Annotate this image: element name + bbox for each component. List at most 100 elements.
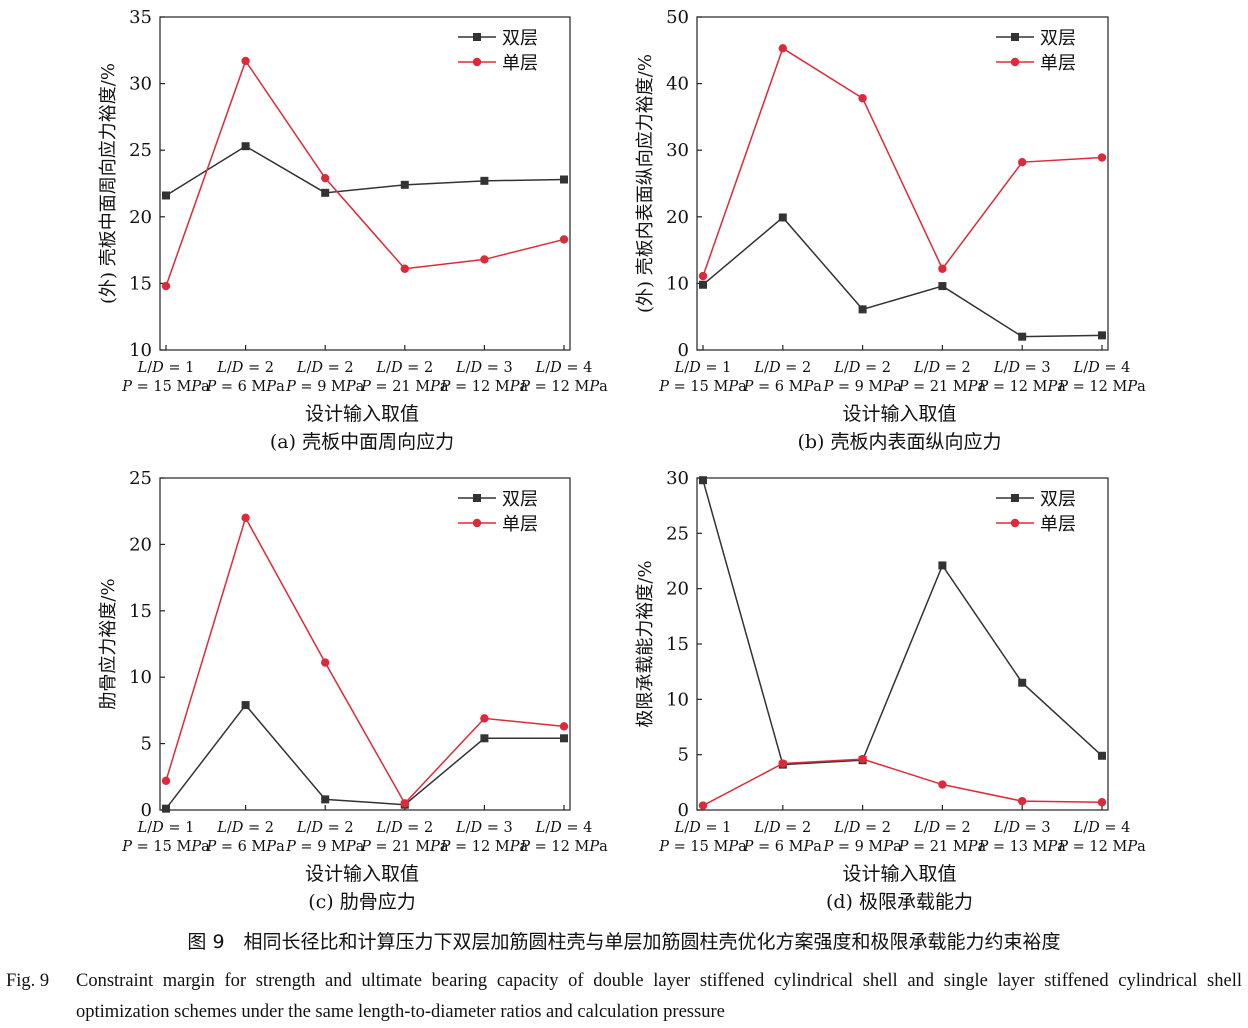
legend-label-2: 单层	[1040, 514, 1076, 535]
y-tick-label: 10	[129, 667, 152, 688]
data-point-double	[1098, 751, 1106, 760]
plot-frame	[159, 477, 571, 811]
series-line-2	[702, 47, 1103, 277]
x-tick-label-ld: L/D = 2	[913, 360, 971, 376]
plot-frame	[696, 16, 1109, 351]
y-tick-label: 50	[666, 7, 689, 28]
series-line-1	[165, 703, 564, 810]
y-tick-label: 0	[678, 340, 689, 361]
x-tick-label-p: P = 15 MPa	[658, 379, 747, 395]
x-axis-title: 设计输入取值	[305, 403, 419, 425]
y-axis-title: (外) 壳板中面周向应力裕度/%	[98, 63, 119, 304]
y-tick-label: 25	[129, 140, 152, 161]
x-tick-label-ld: L/D = 4	[1073, 820, 1131, 836]
caption-en-text: Constraint margin for strength and ultim…	[76, 971, 1242, 1022]
y-tick-label: 30	[666, 468, 689, 489]
y-axis-title: 极限承载能力裕度/%	[635, 560, 656, 727]
x-tick-label-p: P = 6 MPa	[743, 379, 823, 395]
legend-marker-single	[472, 57, 482, 67]
y-tick-label: 40	[666, 74, 689, 95]
y-tick-label: 5	[141, 734, 152, 755]
data-point-single	[778, 44, 787, 53]
data-point-double	[778, 213, 787, 222]
data-point-double	[321, 188, 330, 197]
data-point-double	[162, 804, 170, 813]
x-tick-label-ld: L/D = 2	[216, 360, 274, 376]
series-line-1	[702, 480, 1103, 766]
x-tick-label-ld: L/D = 2	[913, 820, 971, 836]
chart-subtitle: (d) 极限承载能力	[826, 891, 973, 913]
y-tick-label: 35	[129, 7, 152, 28]
data-point-single	[698, 801, 708, 810]
x-tick-label-p: P = 12 MPa	[440, 839, 529, 855]
y-axis-title: 肋骨应力裕度/%	[98, 578, 119, 709]
x-tick-label-p: P = 15 MPa	[658, 839, 747, 855]
x-tick-label-p: P = 12 MPa	[1057, 839, 1146, 855]
data-point-single	[1097, 798, 1107, 807]
x-tick-label-p: P = 6 MPa	[205, 839, 285, 855]
legend-label-1: 双层	[502, 28, 538, 49]
x-tick-label-ld: L/D = 3	[455, 820, 513, 836]
chart-panel-2: 0 10 20 30 40 50 L/D = 1 P = 15 MPa L/D = 2 P = 6…	[635, 7, 1146, 453]
x-tick-label-p: P = 12 MPa	[519, 839, 608, 855]
x-tick-label-ld: L/D = 1	[137, 360, 195, 376]
data-point-single	[480, 255, 489, 264]
x-tick-label-p: P = 9 MPa	[822, 839, 902, 855]
x-tick-label-p: P = 12 MPa	[1057, 379, 1146, 395]
data-point-single	[938, 780, 947, 789]
data-point-double	[1018, 332, 1027, 341]
legend-marker-double	[473, 33, 481, 41]
series-line-1	[702, 216, 1103, 338]
data-point-single	[480, 714, 489, 723]
y-axis-title: (外) 壳板内表面纵向应力裕度/%	[635, 54, 656, 313]
x-tick-label-ld: L/D = 2	[216, 820, 274, 836]
y-tick-label: 25	[129, 468, 152, 489]
data-point-double	[1018, 678, 1027, 687]
data-point-double	[241, 142, 250, 151]
y-tick-label: 10	[666, 273, 689, 294]
x-tick-label-p: P = 9 MPa	[285, 379, 365, 395]
x-tick-label-ld: L/D = 4	[1073, 360, 1131, 376]
x-tick-label-p: P = 6 MPa	[743, 839, 823, 855]
data-point-single	[400, 264, 409, 273]
y-tick-label: 20	[666, 207, 689, 228]
series-line-2	[165, 59, 565, 287]
y-tick-label: 20	[666, 579, 689, 600]
data-point-single	[400, 799, 409, 808]
data-point-single	[241, 513, 250, 523]
x-tick-label-ld: L/D = 2	[296, 820, 354, 836]
caption-cn: 图 9 相同长径比和计算压力下双层加筋圆柱壳与单层加筋圆柱壳优化方案强度和极限承…	[187, 931, 1061, 953]
x-tick-label-ld: L/D = 2	[375, 820, 433, 836]
x-tick-label-p: P = 21 MPa	[898, 839, 987, 855]
x-tick-label-ld: L/D = 2	[375, 360, 433, 376]
x-tick-label-p: P = 21 MPa	[360, 379, 449, 395]
x-tick-label-ld: L/D = 1	[674, 360, 732, 376]
data-point-single	[1018, 796, 1027, 806]
y-tick-label: 15	[129, 273, 152, 294]
x-tick-label-ld: L/D = 1	[137, 820, 195, 836]
data-point-single	[559, 235, 569, 244]
x-tick-label-p: P = 9 MPa	[285, 839, 365, 855]
chart-subtitle: (b) 壳板内表面纵向应力	[797, 431, 1001, 453]
x-tick-label-p: P = 9 MPa	[822, 379, 902, 395]
chart-panel-1: 10 15 20 25 30 35 L/D = 1 P = 15 MPa L/D = 2 P = …	[98, 7, 608, 453]
chart-panel-4: 0 5 10 15 20 25 30 L/D = 1 P = 15 MPa L/D = 2 P = …	[635, 468, 1146, 913]
x-tick-label-ld: L/D = 2	[833, 360, 891, 376]
data-point-double	[858, 305, 867, 314]
data-point-double	[560, 175, 568, 184]
data-point-double	[400, 180, 409, 189]
data-point-double	[699, 280, 707, 289]
legend-marker-double	[473, 494, 481, 502]
x-tick-label-ld: L/D = 4	[535, 360, 593, 376]
x-tick-label-p: P = 12 MPa	[519, 379, 608, 395]
legend-label-1: 双层	[502, 489, 538, 510]
data-point-single	[321, 173, 330, 183]
legend-marker-double	[1011, 494, 1019, 502]
legend-marker-double	[1011, 33, 1019, 41]
x-tick-label-p: P = 21 MPa	[360, 839, 449, 855]
x-tick-label-ld: L/D = 4	[535, 820, 593, 836]
legend-label-2: 单层	[1040, 53, 1076, 74]
data-point-double	[560, 734, 568, 743]
data-point-double	[938, 282, 947, 291]
data-point-single	[938, 264, 947, 273]
